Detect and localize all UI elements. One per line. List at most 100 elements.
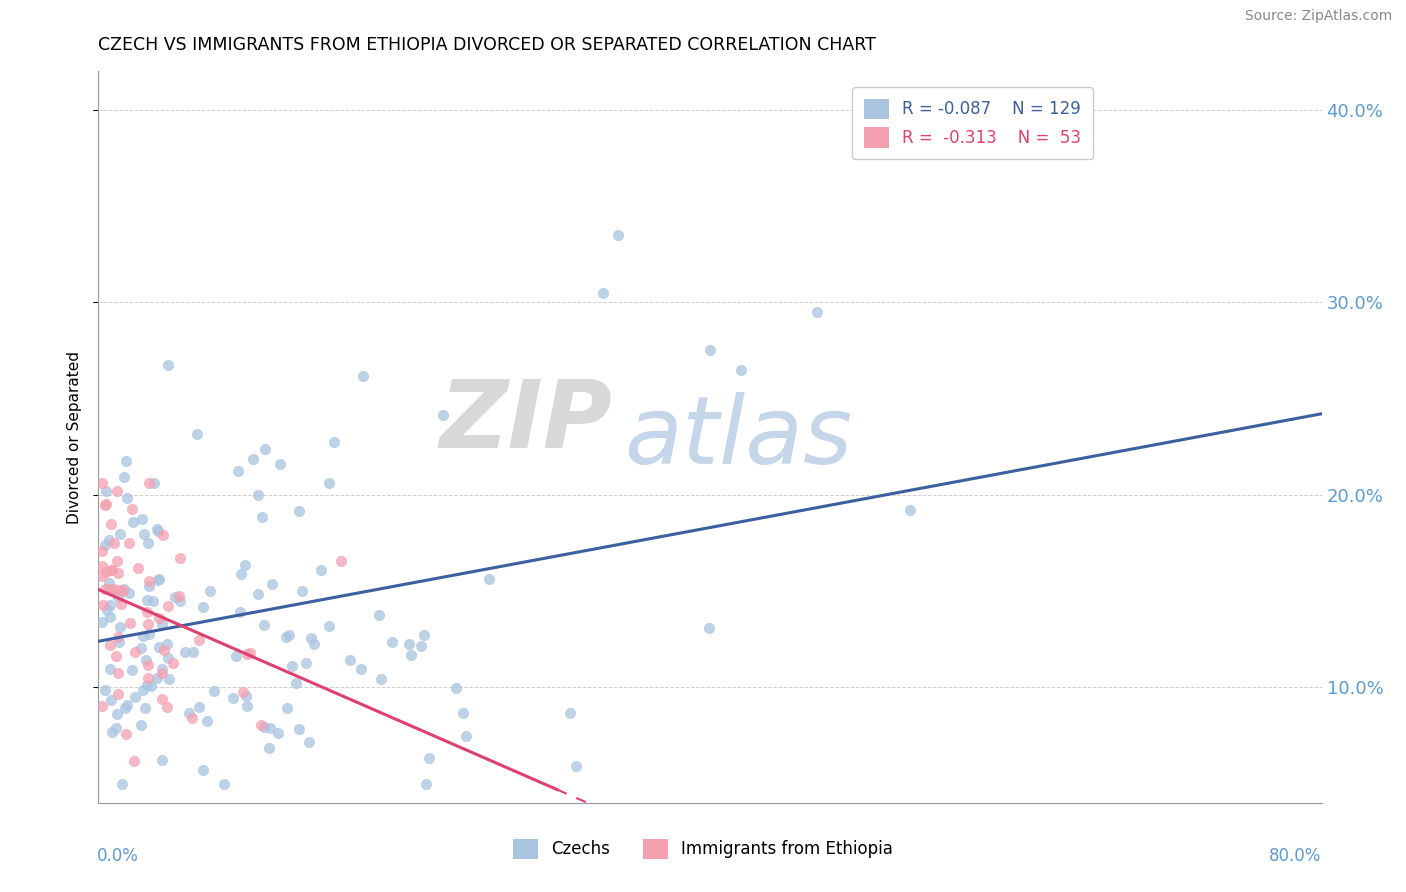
Point bbox=[136, 671, 159, 685]
Point bbox=[187, 633, 209, 648]
Point bbox=[418, 750, 440, 764]
Point bbox=[607, 227, 630, 242]
Point bbox=[409, 639, 432, 653]
Point bbox=[94, 682, 117, 697]
Text: CZECH VS IMMIGRANTS FROM ETHIOPIA DIVORCED OR SEPARATED CORRELATION CHART: CZECH VS IMMIGRANTS FROM ETHIOPIA DIVORC… bbox=[98, 36, 876, 54]
Point bbox=[138, 627, 160, 641]
Point bbox=[150, 753, 173, 767]
Point bbox=[228, 464, 250, 478]
Point bbox=[136, 535, 159, 549]
Point bbox=[370, 673, 392, 687]
Point bbox=[323, 434, 346, 449]
Point bbox=[118, 536, 141, 550]
Point bbox=[138, 579, 160, 593]
Point bbox=[103, 582, 125, 596]
Point bbox=[478, 572, 501, 586]
Point bbox=[135, 605, 157, 619]
Point bbox=[91, 569, 114, 583]
Point bbox=[150, 692, 173, 706]
Point bbox=[115, 698, 138, 713]
Point bbox=[156, 599, 179, 614]
Point bbox=[558, 706, 581, 720]
Point bbox=[278, 628, 301, 642]
Point bbox=[169, 551, 191, 566]
Point bbox=[90, 544, 112, 558]
Point bbox=[565, 759, 588, 773]
Point bbox=[105, 554, 128, 568]
Legend: Czechs, Immigrants from Ethiopia: Czechs, Immigrants from Ethiopia bbox=[506, 832, 900, 866]
Point bbox=[136, 617, 159, 632]
Point bbox=[177, 706, 200, 720]
Point bbox=[121, 502, 143, 516]
Point bbox=[381, 635, 404, 649]
Point bbox=[232, 685, 254, 699]
Point bbox=[187, 700, 209, 714]
Point bbox=[186, 427, 208, 442]
Point bbox=[146, 573, 169, 587]
Point bbox=[222, 690, 245, 705]
Point bbox=[148, 572, 170, 586]
Point bbox=[134, 701, 156, 715]
Point bbox=[138, 574, 160, 588]
Point bbox=[131, 683, 153, 698]
Point bbox=[90, 615, 112, 630]
Point bbox=[280, 659, 302, 673]
Point bbox=[110, 597, 132, 611]
Point bbox=[129, 718, 152, 732]
Point bbox=[169, 594, 191, 608]
Point bbox=[167, 589, 190, 603]
Point bbox=[156, 637, 179, 651]
Point bbox=[97, 582, 120, 596]
Point bbox=[100, 516, 122, 531]
Point bbox=[276, 701, 298, 715]
Point bbox=[451, 706, 474, 720]
Point bbox=[329, 554, 352, 568]
Y-axis label: Divorced or Separated: Divorced or Separated bbox=[67, 351, 83, 524]
Point bbox=[233, 558, 256, 572]
Point bbox=[239, 646, 262, 660]
Point bbox=[231, 566, 253, 581]
Point bbox=[90, 476, 112, 491]
Point bbox=[152, 528, 174, 542]
Point bbox=[156, 359, 179, 373]
Point bbox=[91, 598, 114, 612]
Point bbox=[107, 666, 129, 681]
Point bbox=[115, 727, 138, 741]
Point bbox=[111, 584, 134, 599]
Point bbox=[103, 536, 125, 550]
Text: 80.0%: 80.0% bbox=[1270, 847, 1322, 864]
Point bbox=[415, 776, 437, 790]
Point bbox=[138, 476, 160, 491]
Point bbox=[145, 671, 167, 685]
Point bbox=[118, 586, 141, 600]
Point bbox=[291, 583, 314, 598]
Point bbox=[135, 653, 157, 667]
Point bbox=[398, 637, 420, 651]
Point bbox=[148, 611, 170, 625]
Point bbox=[136, 593, 159, 607]
Point bbox=[112, 470, 135, 484]
Text: 0.0%: 0.0% bbox=[97, 847, 139, 864]
Point bbox=[142, 594, 165, 608]
Point bbox=[105, 721, 128, 735]
Point bbox=[107, 566, 129, 580]
Point bbox=[253, 618, 276, 632]
Point bbox=[339, 652, 361, 666]
Point bbox=[127, 561, 149, 575]
Point bbox=[229, 606, 252, 620]
Point bbox=[162, 656, 184, 670]
Point bbox=[107, 630, 129, 644]
Point bbox=[250, 510, 273, 524]
Point bbox=[173, 645, 195, 659]
Point bbox=[146, 524, 169, 538]
Point bbox=[266, 726, 288, 740]
Point bbox=[118, 615, 141, 630]
Text: ZIP: ZIP bbox=[439, 376, 612, 468]
Point bbox=[195, 714, 218, 728]
Point bbox=[98, 576, 121, 591]
Legend: R = -0.087    N = 129, R =  -0.313    N =  53: R = -0.087 N = 129, R = -0.313 N = 53 bbox=[852, 87, 1092, 160]
Point bbox=[181, 711, 204, 725]
Point bbox=[454, 729, 477, 743]
Point bbox=[165, 590, 187, 604]
Point bbox=[259, 721, 281, 735]
